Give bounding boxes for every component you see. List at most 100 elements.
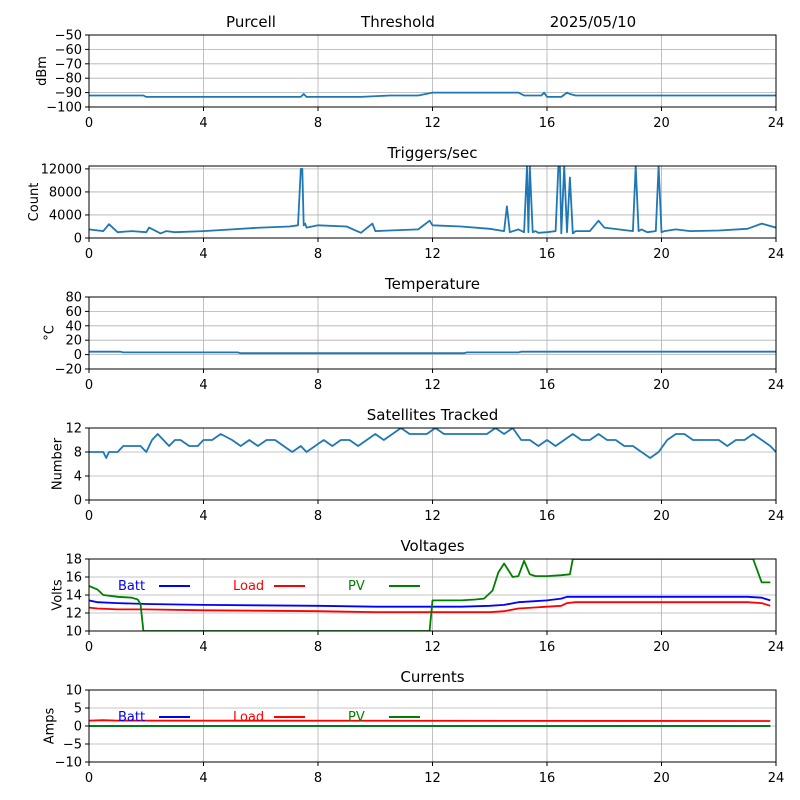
y-tick-label: 12: [65, 607, 82, 622]
chart-panel-triggers: 0 4 8 12 16 20 24 0 4000 8000 12000 Count Triggers/s…: [27, 144, 784, 262]
x-tick-label: 12: [424, 509, 441, 524]
header: Purcell Threshold 2025/05/10: [226, 13, 636, 31]
x-tick-label: 24: [768, 378, 785, 393]
header-station: Purcell: [226, 13, 276, 31]
y-tick-label: 8000: [49, 185, 82, 200]
x-tick-label: 8: [314, 378, 322, 393]
series-group: [89, 166, 776, 235]
x-tick-label: 8: [314, 771, 322, 786]
y-tick-label: −70: [55, 57, 82, 72]
x-tick-label: 8: [314, 509, 322, 524]
y-tick-label: 10: [65, 684, 82, 699]
y-tick-label: 16: [65, 571, 82, 586]
y-axis-label: Number: [50, 437, 65, 490]
x-tick-label: 20: [653, 509, 670, 524]
series-line-satellites: [89, 428, 776, 459]
series-group: [89, 91, 776, 98]
chart-panel-signal: 0 4 8 12 16 20 24 −100−90−80−70−60−50 dBm: [35, 29, 784, 132]
y-tick-label: −60: [55, 43, 82, 58]
header-date: 2025/05/10: [550, 13, 636, 31]
y-axis-label: dBm: [35, 56, 50, 86]
x-tick-label: 0: [85, 116, 93, 131]
y-tick-label: 0: [74, 494, 82, 509]
y-tick-label: 4: [74, 470, 82, 485]
x-tick-label: 8: [314, 247, 322, 262]
y-tick-label: −100: [46, 101, 82, 116]
x-tick-label: 0: [85, 640, 93, 655]
y-tick-label: 12000: [41, 162, 82, 177]
x-tick-label: 24: [768, 247, 785, 262]
y-tick-label: −5: [63, 738, 82, 753]
series-group: [89, 719, 771, 727]
panel-title: Satellites Tracked: [367, 406, 498, 424]
x-tick-label: 16: [539, 771, 556, 786]
y-tick-label: 5: [74, 702, 82, 717]
series-line-temperature: [89, 350, 776, 355]
chart-panel-currents: 0 4 8 12 16 20 24 −10 −5 0 5 10 Amps Currents Batt Load…: [43, 668, 785, 786]
x-tick-label: 0: [85, 247, 93, 262]
x-tick-label: 16: [539, 509, 556, 524]
x-tick-label: 12: [424, 378, 441, 393]
x-tick-label: 4: [199, 247, 207, 262]
y-tick-label: −20: [55, 363, 82, 378]
y-tick-label: 60: [65, 305, 82, 320]
y-tick-label: 18: [65, 553, 82, 568]
x-tick-label: 4: [199, 640, 207, 655]
y-tick-label: −90: [55, 86, 82, 101]
series-line-load: [89, 601, 771, 613]
x-tick-label: 16: [539, 640, 556, 655]
x-tick-label: 20: [653, 116, 670, 131]
x-tick-label: 24: [768, 509, 785, 524]
x-tick-label: 4: [199, 771, 207, 786]
y-tick-label: 14: [65, 589, 82, 604]
y-tick-label: 0: [74, 720, 82, 735]
y-axis-label: Amps: [43, 707, 58, 744]
x-tick-label: 0: [85, 771, 93, 786]
y-tick-label: 0: [74, 348, 82, 363]
x-tick-label: 20: [653, 247, 670, 262]
x-tick-label: 24: [768, 640, 785, 655]
x-tick-label: 0: [85, 378, 93, 393]
x-tick-label: 4: [199, 116, 207, 131]
y-axis-label: Count: [27, 183, 42, 222]
y-tick-label: −80: [55, 72, 82, 87]
x-tick-label: 8: [314, 640, 322, 655]
legend-label-pv: PV: [348, 579, 365, 594]
y-tick-label: 40: [65, 319, 82, 334]
y-tick-label: 4000: [49, 208, 82, 223]
y-tick-label: 20: [65, 334, 82, 349]
series-line-load: [89, 719, 771, 722]
header-mode: Threshold: [360, 13, 435, 31]
x-tick-label: 16: [539, 378, 556, 393]
y-axis-label: °C: [43, 325, 58, 341]
series-line-triggers: [89, 166, 776, 235]
x-tick-label: 0: [85, 509, 93, 524]
x-tick-label: 20: [653, 771, 670, 786]
panel-title: Temperature: [384, 275, 480, 293]
y-tick-label: 0: [74, 232, 82, 247]
x-tick-label: 12: [424, 771, 441, 786]
x-tick-label: 16: [539, 247, 556, 262]
y-tick-label: −10: [55, 756, 82, 771]
x-tick-label: 24: [768, 771, 785, 786]
x-tick-label: 4: [199, 378, 207, 393]
legend-label-load: Load: [233, 579, 264, 594]
legend-label-load: Load: [233, 710, 264, 725]
legend-label-batt: Batt: [118, 579, 145, 594]
panel-title: Voltages: [400, 537, 464, 555]
x-tick-label: 12: [424, 640, 441, 655]
series-line-pv: [89, 559, 771, 631]
panel-title: Currents: [400, 668, 464, 686]
x-tick-label: 4: [199, 509, 207, 524]
series-group: [89, 428, 776, 459]
y-tick-label: −50: [55, 29, 82, 44]
y-tick-label: 12: [65, 422, 82, 437]
y-tick-label: 10: [65, 625, 82, 640]
series-line-signal: [89, 91, 776, 98]
y-tick-label: 80: [65, 291, 82, 306]
legend-label-batt: Batt: [118, 710, 145, 725]
panel-title: Triggers/sec: [387, 144, 478, 162]
